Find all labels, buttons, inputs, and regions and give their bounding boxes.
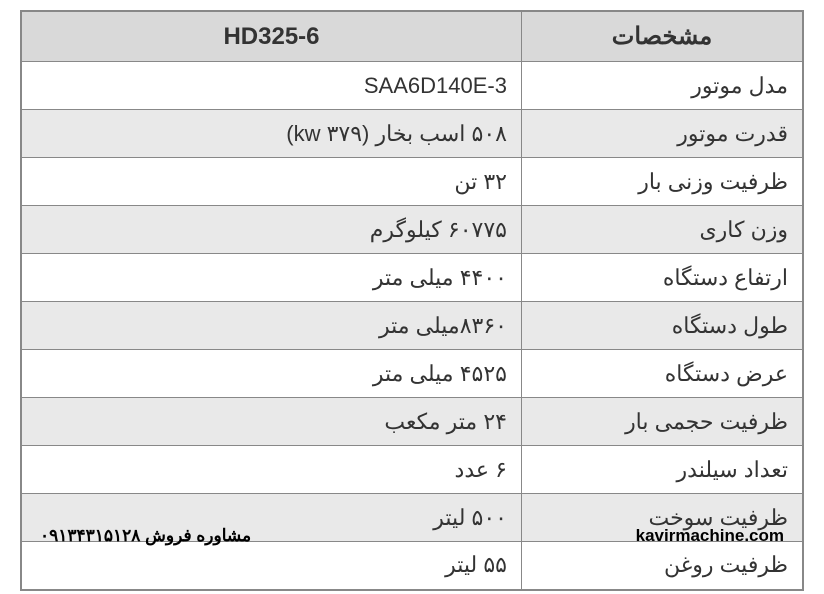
table-row: ۳۲ تنظرفیت وزنی بار [21,158,803,206]
table-row: ۴۵۲۵ میلی مترعرض دستگاه [21,350,803,398]
header-value-col: HD325-6 [21,11,521,62]
table-row: ۵۵ لیترظرفیت روغن [21,542,803,590]
table-cell-label: تعداد سیلندر [521,446,803,494]
table-row: ۶۰۷۷۵ کیلوگرموزن کاری [21,206,803,254]
table-cell-value: ۶۰۷۷۵ کیلوگرم [21,206,521,254]
table-row: ۲۴ متر مکعبظرفیت حجمی بار [21,398,803,446]
table-row: ۵۰۰ لیترظرفیت سوخت [21,494,803,542]
spec-table: HD325-6 مشخصات SAA6D140E-3مدل موتور۵۰۸ ا… [20,10,804,591]
spec-tbody: SAA6D140E-3مدل موتور۵۰۸ اسب بخار (kw ۳۷۹… [21,62,803,590]
table-cell-label: ارتفاع دستگاه [521,254,803,302]
table-cell-label: وزن کاری [521,206,803,254]
table-cell-value: ۸۳۶۰میلی متر [21,302,521,350]
table-cell-label: ظرفیت وزنی بار [521,158,803,206]
table-cell-label: ظرفیت حجمی بار [521,398,803,446]
table-cell-label: ظرفیت سوخت [521,494,803,542]
table-cell-label: مدل موتور [521,62,803,110]
table-row: ۶ عددتعداد سیلندر [21,446,803,494]
spec-table-container: HD325-6 مشخصات SAA6D140E-3مدل موتور۵۰۸ ا… [20,10,804,591]
table-cell-value: ۵۰۰ لیتر [21,494,521,542]
header-row: HD325-6 مشخصات [21,11,803,62]
table-cell-label: قدرت موتور [521,110,803,158]
table-cell-value: ۵۰۸ اسب بخار (kw ۳۷۹) [21,110,521,158]
table-cell-label: عرض دستگاه [521,350,803,398]
table-row: ۴۴۰۰ میلی مترارتفاع دستگاه [21,254,803,302]
table-cell-value: ۳۲ تن [21,158,521,206]
table-cell-value: SAA6D140E-3 [21,62,521,110]
table-row: ۵۰۸ اسب بخار (kw ۳۷۹)قدرت موتور [21,110,803,158]
table-cell-label: طول دستگاه [521,302,803,350]
header-label-col: مشخصات [521,11,803,62]
table-cell-value: ۲۴ متر مکعب [21,398,521,446]
table-cell-value: ۴۴۰۰ میلی متر [21,254,521,302]
table-cell-value: ۶ عدد [21,446,521,494]
table-cell-value: ۴۵۲۵ میلی متر [21,350,521,398]
table-row: ۸۳۶۰میلی مترطول دستگاه [21,302,803,350]
table-cell-label: ظرفیت روغن [521,542,803,590]
table-cell-value: ۵۵ لیتر [21,542,521,590]
table-row: SAA6D140E-3مدل موتور [21,62,803,110]
